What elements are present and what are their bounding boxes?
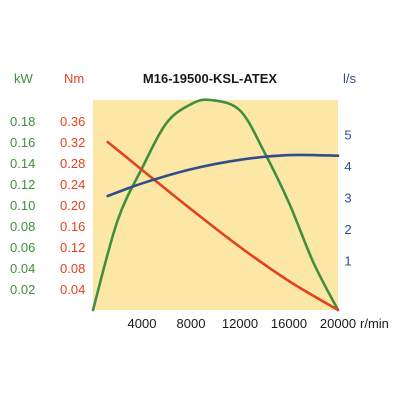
power-tick-label: 0.08 (10, 219, 35, 234)
power-tick-label: 0.14 (10, 156, 35, 171)
power-tick-label: 0.02 (10, 282, 35, 297)
plot-background (93, 100, 338, 310)
flow-tick-label: 1 (344, 254, 351, 269)
x-tick-label: 16000 (271, 316, 307, 331)
power-tick-label: 0.10 (10, 198, 35, 213)
power-series-line (91, 98, 340, 312)
torque-tick-label: 0.08 (60, 261, 85, 276)
torque-tick-label: 0.36 (60, 114, 85, 129)
flow-tick-label: 4 (344, 159, 351, 174)
x-tick-label: 12000 (222, 316, 258, 331)
x-unit-label: r/min (360, 316, 389, 331)
flow-tick-label: 2 (344, 222, 351, 237)
torque-series-line (106, 140, 340, 312)
power-tick-label: 0.06 (10, 240, 35, 255)
torque-tick-label: 0.16 (60, 219, 85, 234)
power-tick-label: 0.16 (10, 135, 35, 150)
flow-tick-label: 3 (344, 191, 351, 206)
power-tick-label: 0.18 (10, 114, 35, 129)
flow-series-line (106, 153, 340, 198)
ticks-layer: 0.02 0.04 0.06 0.08 0.10 0.12 0.14 0.16 0.18 0.04… (10, 114, 356, 331)
power-tick-label: 0.12 (10, 177, 35, 192)
torque-tick-label: 0.28 (60, 156, 85, 171)
torque-tick-label: 0.04 (60, 282, 85, 297)
torque-tick-label: 0.24 (60, 177, 85, 192)
torque-tick-label: 0.20 (60, 198, 85, 213)
power-tick-label: 0.04 (10, 261, 35, 276)
flow-tick-label: 5 (344, 128, 351, 143)
power-unit-label: kW (14, 71, 34, 86)
torque-tick-label: 0.32 (60, 135, 85, 150)
x-tick-label: 8000 (177, 316, 206, 331)
torque-unit-label: Nm (64, 71, 84, 86)
flow-unit-label: l/s (343, 71, 357, 86)
chart-title: M16-19500-KSL-ATEX (143, 71, 277, 86)
series-layer (91, 98, 340, 312)
x-tick-label: 20000 (320, 316, 356, 331)
x-tick-label: 4000 (128, 316, 157, 331)
torque-tick-label: 0.12 (60, 240, 85, 255)
